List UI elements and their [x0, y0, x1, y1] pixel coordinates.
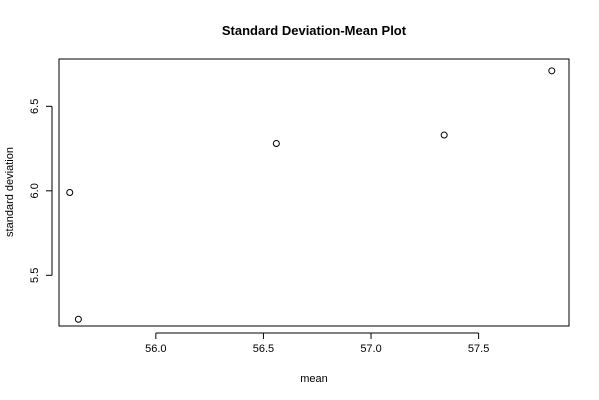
x-axis-label: mean	[300, 373, 328, 385]
x-tick-label: 57.5	[468, 343, 489, 355]
x-tick-label: 57.0	[360, 343, 381, 355]
y-axis-label: standard deviation	[4, 147, 16, 237]
plot-area	[58, 58, 570, 327]
y-axis: 5.5 6.0 6.5	[29, 99, 53, 283]
data-point	[74, 315, 82, 323]
chart-title: Standard Deviation-Mean Plot	[222, 23, 407, 38]
y-tick-label: 5.5	[29, 268, 41, 283]
y-tick-label: 6.5	[29, 99, 41, 114]
data-point	[548, 67, 556, 75]
data-point	[66, 189, 74, 196]
data-point	[440, 131, 448, 139]
data-points	[66, 67, 556, 323]
x-tick-label: 56.5	[253, 343, 274, 355]
x-tick-label: 56.0	[145, 343, 166, 355]
data-point	[272, 139, 280, 147]
x-axis: 56.0 56.5 57.0 57.5	[145, 332, 489, 355]
y-tick-label: 6.0	[29, 183, 41, 198]
